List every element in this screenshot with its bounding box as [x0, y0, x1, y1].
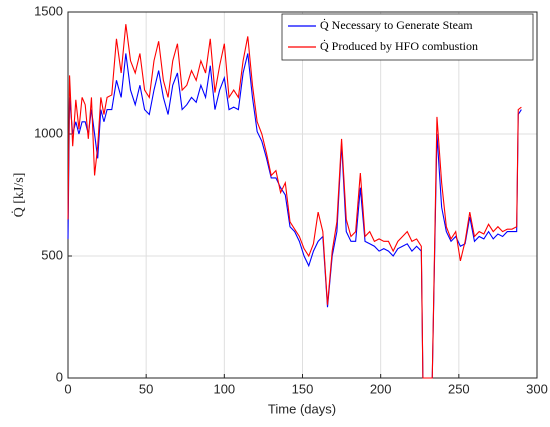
x-tick-label: 50: [139, 381, 153, 396]
y-tick-label: 500: [41, 247, 63, 262]
y-tick-label: 1500: [34, 3, 63, 18]
x-tick-label: 100: [213, 381, 235, 396]
x-tick-label: 0: [64, 381, 71, 396]
x-axis-label: Time (days): [268, 401, 336, 416]
series-line: [67, 53, 522, 379]
series-line: [67, 24, 522, 379]
x-tick-label: 150: [292, 381, 314, 396]
legend-label: Q̇ Necessary to Generate Steam: [320, 17, 473, 31]
legend-label: Q̇ Produced by HFO combustion: [320, 38, 478, 52]
y-tick-label: 0: [56, 369, 63, 384]
y-tick-label: 1000: [34, 125, 63, 140]
legend-box: [281, 13, 534, 61]
y-axis-label: Q̇ [kJ/s]: [11, 173, 28, 218]
x-tick-label: 200: [370, 381, 392, 396]
x-tick-label: 250: [448, 381, 470, 396]
x-tick-label: 300: [526, 381, 548, 396]
